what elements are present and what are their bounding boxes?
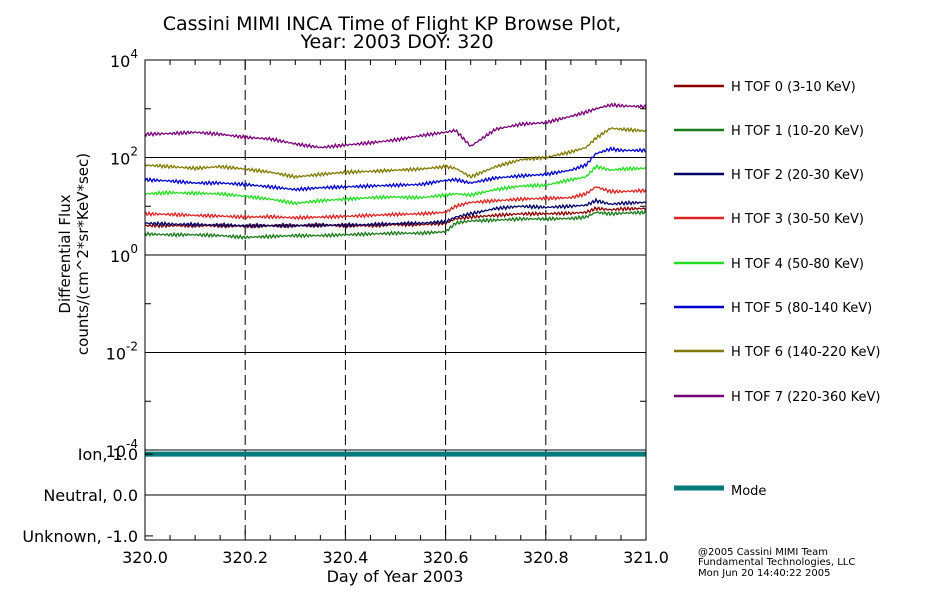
mode-tick-label: Ion, 1.0 bbox=[78, 445, 138, 464]
mode-tick-labels: Ion, 1.0 Neutral, 0.0 Unknown, -1.0 bbox=[22, 445, 138, 546]
flux-series-lines bbox=[144, 102, 647, 241]
series-line-6 bbox=[144, 126, 647, 180]
legend-label-1: H TOF 1 (10-20 KeV) bbox=[731, 124, 864, 139]
series-line-7 bbox=[144, 102, 647, 150]
legend-label-3: H TOF 3 (30-50 KeV) bbox=[731, 212, 864, 227]
x-tick-label: 320.6 bbox=[423, 548, 469, 567]
y-tick-exponent: -2 bbox=[126, 340, 138, 354]
series-line-3 bbox=[144, 186, 647, 221]
y-tick-base: 10 bbox=[106, 442, 126, 461]
x-tick-labels: 320.0 320.2 320.4 320.6 320.8 321.0 bbox=[122, 548, 669, 567]
x-tick-label: 320.8 bbox=[523, 548, 569, 567]
legend-label-5: H TOF 5 (80-140 KeV) bbox=[731, 301, 872, 316]
y-tick-base: 10 bbox=[110, 52, 130, 71]
legend-label-7: H TOF 7 (220-360 KeV) bbox=[731, 390, 880, 405]
y-tick-exponent: -4 bbox=[126, 437, 138, 451]
series-line-5 bbox=[144, 146, 647, 192]
legend-label-6: H TOF 6 (140-220 KeV) bbox=[731, 345, 880, 360]
x-axis-label: Day of Year 2003 bbox=[327, 567, 464, 586]
legend-label-0: H TOF 0 (3-10 KeV) bbox=[731, 80, 856, 95]
series-line-0 bbox=[144, 205, 647, 229]
y-tick-label: 10-2 bbox=[106, 340, 138, 364]
legend-label-2: H TOF 2 (20-30 KeV) bbox=[731, 168, 864, 183]
y-axis-label: Differential Flux bbox=[56, 194, 74, 313]
y-tick-label: 104 bbox=[110, 47, 138, 71]
y-tick-label: 100 bbox=[110, 242, 138, 266]
y-tick-exponent: 2 bbox=[130, 145, 138, 159]
series-line-4 bbox=[144, 163, 647, 206]
x-tick-label: 320.0 bbox=[122, 548, 168, 567]
footer-line2: Fundamental Technologies, LLC bbox=[698, 557, 855, 568]
y-tick-exponent: 0 bbox=[130, 242, 138, 256]
x-tick-label: 320.2 bbox=[222, 548, 268, 567]
chart-title-line1: Cassini MIMI INCA Time of Flight KP Brow… bbox=[163, 13, 622, 35]
y-tick-label: 102 bbox=[110, 145, 138, 169]
chart-title-line2: Year: 2003 DOY: 320 bbox=[299, 31, 493, 53]
y-tick-base: 10 bbox=[110, 247, 130, 266]
y-tick-base: 10 bbox=[106, 345, 126, 364]
legend-label-mode: Mode bbox=[731, 484, 766, 499]
y-tick-exponent: 4 bbox=[130, 47, 138, 61]
mode-tick-label: Neutral, 0.0 bbox=[43, 486, 138, 505]
footer-line3: Mon Jun 20 14:40:22 2005 bbox=[698, 568, 831, 579]
legend: H TOF 0 (3-10 KeV) H TOF 1 (10-20 KeV) H T… bbox=[674, 80, 880, 405]
series-line-1 bbox=[144, 209, 647, 241]
vertical-grid-lines bbox=[244, 60, 547, 540]
footer-line1: @2005 Cassini MIMI Team bbox=[698, 547, 828, 558]
y-tick-base: 10 bbox=[110, 150, 130, 169]
series-line-2 bbox=[144, 197, 647, 229]
axis-ticks bbox=[144, 59, 647, 540]
y-axis-label-units: counts/(cm^2*sr*KeV*sec) bbox=[74, 153, 92, 355]
mode-tick-label: Unknown, -1.0 bbox=[22, 527, 138, 546]
mode-legend: Mode bbox=[674, 484, 766, 499]
x-tick-label: 320.4 bbox=[322, 548, 368, 567]
y-tick-label: 10-4 bbox=[106, 437, 138, 461]
x-tick-label: 321.0 bbox=[623, 548, 669, 567]
legend-label-4: H TOF 4 (50-80 KeV) bbox=[731, 257, 864, 272]
flux-decade-lines bbox=[145, 157, 646, 353]
